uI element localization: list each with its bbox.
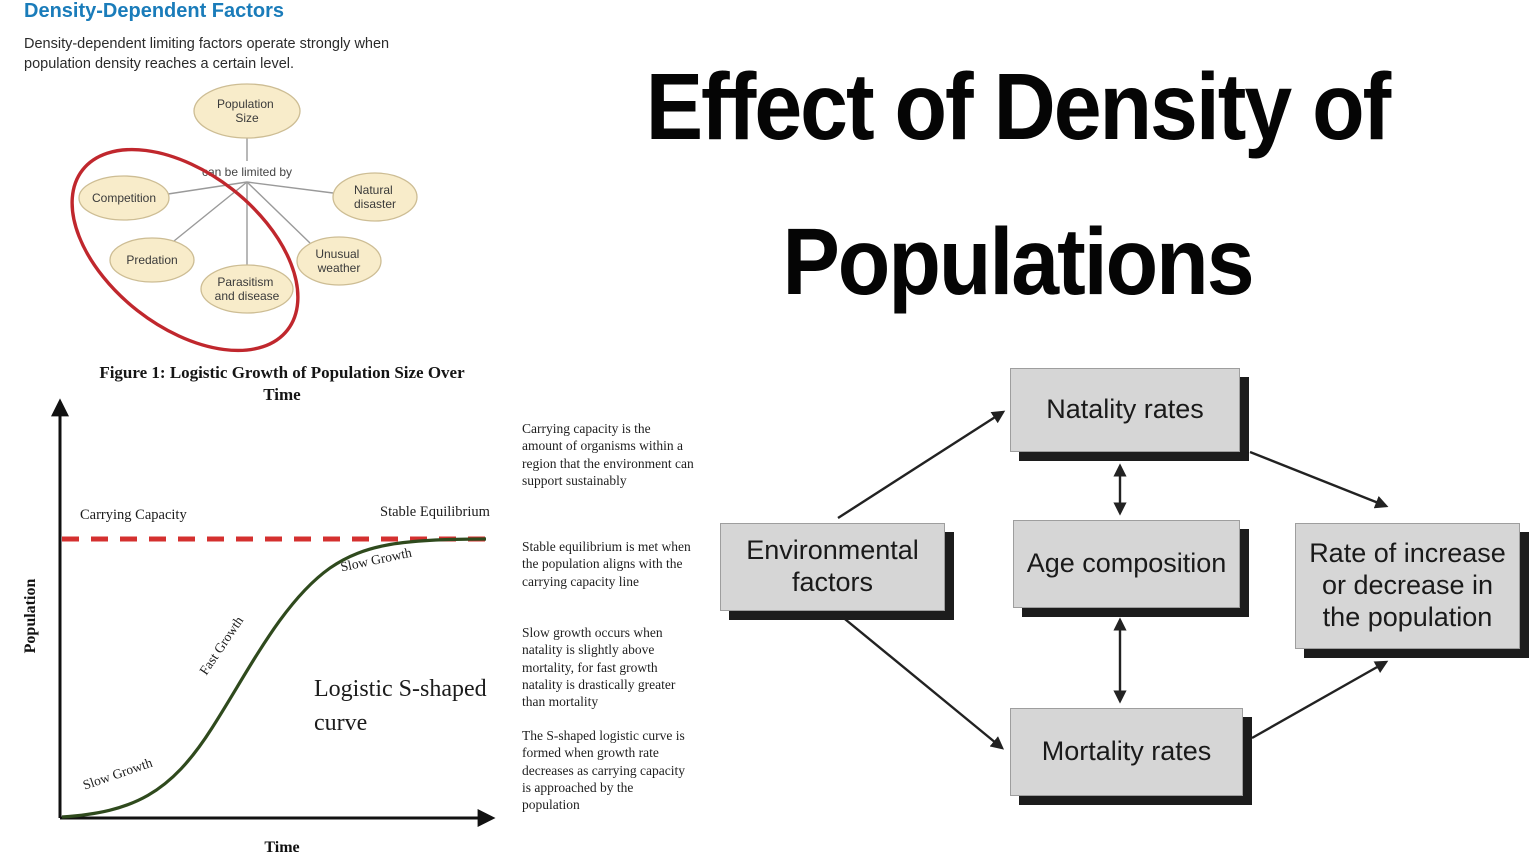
y-axis-label: Population [22, 579, 39, 654]
node-label: Population [217, 97, 274, 111]
node-label: Competition [92, 191, 156, 205]
node-label: and disease [215, 289, 280, 303]
arrow-mortality-to-rate [1251, 660, 1389, 740]
population-rates-flow-diagram: Natality rates Environmental factors Age… [700, 350, 1536, 830]
node-unusual-weather: Unusual weather [296, 236, 382, 286]
arrow-env-to-mortality [839, 614, 1005, 750]
flow-arrows [837, 410, 1389, 750]
figure-title-line2: Time [263, 385, 301, 404]
note-stable-equilibrium: Stable equilibrium is met when the popul… [522, 539, 691, 589]
curve-name-line2: curve [314, 710, 367, 736]
node-predation: Predation [109, 237, 195, 283]
logistic-growth-chart: Figure 1: Logistic Growth of Population … [22, 363, 496, 856]
node-label: Size [235, 111, 259, 125]
red-highlight-ellipse [70, 147, 300, 353]
flow-box-natality-rates: Natality rates [1010, 368, 1240, 452]
note-slow-growth: Slow growth occurs when natality is slig… [522, 625, 676, 710]
flow-box-label: Rate of increase or decrease in the popu… [1309, 538, 1506, 632]
section-description: Density-dependent limiting factors opera… [24, 36, 390, 72]
svg-text:Parasitism and disease: Parasitism and disease [215, 275, 280, 303]
carrying-capacity-label: Carrying Capacity [80, 507, 187, 523]
node-label: Natural [354, 183, 393, 197]
node-label: disaster [354, 197, 396, 211]
svg-text:Unusual weather: Unusual weather [315, 247, 362, 275]
node-label: Parasitism [217, 275, 273, 289]
main-title-line1: Effect of Density of [645, 54, 1392, 160]
flow-box-label: Age composition [1026, 548, 1227, 579]
flow-box-rate-of-increase: Rate of increase or decrease in the popu… [1295, 523, 1520, 649]
node-parasitism-disease: Parasitism and disease [200, 264, 294, 314]
node-label: Unusual [315, 247, 359, 261]
curve-name-line1: Logistic S-shaped [314, 676, 487, 702]
flow-box-label: Environmental factors [746, 535, 919, 597]
node-label: weather [317, 261, 361, 275]
flow-box-label: Natality rates [1046, 394, 1204, 425]
slow-growth-upper-label: Slow Growth [339, 545, 413, 575]
flow-box-environmental-factors: Environmental factors [720, 523, 945, 611]
connector-label: can be limited by [202, 165, 292, 179]
slow-growth-lower-label: Slow Growth [81, 755, 155, 793]
density-factors-concept-map: Population Size can be limited by Compet… [70, 83, 418, 353]
main-title: Effect of Density of Populations [535, 30, 1500, 340]
note-carrying-capacity: Carrying capacity is the amount of organ… [522, 421, 694, 488]
flow-box-mortality-rates: Mortality rates [1010, 708, 1243, 796]
main-title-line2: Populations [782, 209, 1254, 315]
fast-growth-label: Fast Growth [196, 613, 246, 677]
node-competition: Competition [78, 175, 170, 221]
svg-text:Natural disaster: Natural disaster [354, 183, 396, 211]
flow-box-age-composition: Age composition [1013, 520, 1240, 608]
node-population-size: Population Size [193, 83, 301, 139]
figure-title-line1: Figure 1: Logistic Growth of Population … [99, 363, 465, 382]
arrow-env-to-natality [837, 410, 1006, 520]
stable-equilibrium-label: Stable Equilibrium [380, 504, 491, 520]
svg-text:Population Size: Population Size [217, 97, 277, 125]
node-natural-disaster: Natural disaster [332, 172, 418, 222]
section-heading: Density-Dependent Factors [24, 0, 285, 22]
logistic-curve [61, 537, 487, 819]
flow-box-label: Mortality rates [1041, 736, 1212, 767]
x-axis-label: Time [264, 839, 299, 856]
node-label: Predation [126, 253, 177, 267]
note-s-curve: The S-shaped logistic curve is formed wh… [522, 728, 686, 813]
arrow-natality-to-rate [1249, 450, 1389, 509]
